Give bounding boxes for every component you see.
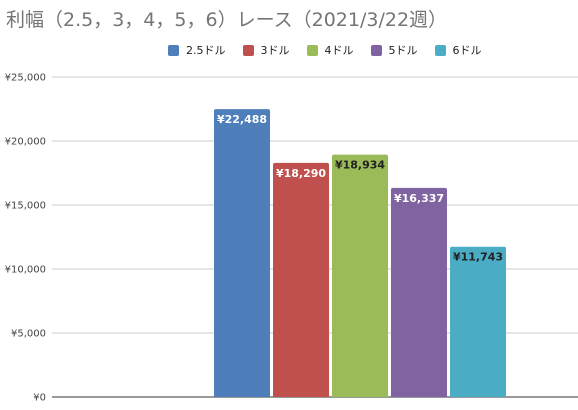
legend-item[interactable]: 3ドル bbox=[242, 42, 290, 58]
y-tick-label: ¥10,000 bbox=[5, 265, 46, 276]
legend-swatch bbox=[168, 44, 179, 56]
data-label: ¥16,337 bbox=[394, 192, 444, 205]
legend-item[interactable]: 5ドル bbox=[370, 42, 418, 58]
y-tick-label: ¥20,000 bbox=[5, 137, 46, 148]
y-tick-label: ¥15,000 bbox=[5, 201, 46, 212]
legend-label: 2.5ドル bbox=[186, 44, 226, 57]
legend-item[interactable]: 4ドル bbox=[306, 42, 354, 58]
y-tick-label: ¥5,000 bbox=[11, 329, 46, 340]
legend-swatch bbox=[434, 44, 446, 56]
bar-2.5ドル bbox=[214, 109, 270, 398]
y-tick-label: ¥0 bbox=[33, 393, 46, 404]
legend-label: 4ドル bbox=[324, 44, 354, 57]
legend-swatch bbox=[242, 44, 254, 56]
bar-6ドル bbox=[450, 246, 506, 397]
legend-item[interactable]: 2.5ドル bbox=[168, 42, 226, 58]
chart-title: 利幅（2.5，3，4，5，6）レース（2021/3/22週） bbox=[6, 9, 448, 31]
legend-swatch bbox=[306, 44, 318, 56]
data-label: ¥11,743 bbox=[453, 251, 503, 264]
legend-item[interactable]: 6ドル bbox=[434, 42, 482, 58]
chart-legend: 2.5ドル 3ドル 4ドル 5ドル 6ドル bbox=[168, 42, 499, 58]
bar-3ドル bbox=[273, 162, 329, 397]
data-label: ¥18,934 bbox=[335, 159, 385, 172]
legend-label: 6ドル bbox=[452, 44, 482, 57]
y-tick-label: ¥25,000 bbox=[5, 73, 46, 84]
bar-4ドル bbox=[332, 154, 388, 397]
legend-label: 3ドル bbox=[260, 44, 290, 57]
bar-5ドル bbox=[391, 187, 447, 397]
legend-swatch bbox=[370, 44, 382, 56]
data-label: ¥18,290 bbox=[276, 167, 326, 180]
legend-label: 5ドル bbox=[388, 44, 418, 57]
data-label: ¥22,488 bbox=[217, 113, 267, 126]
